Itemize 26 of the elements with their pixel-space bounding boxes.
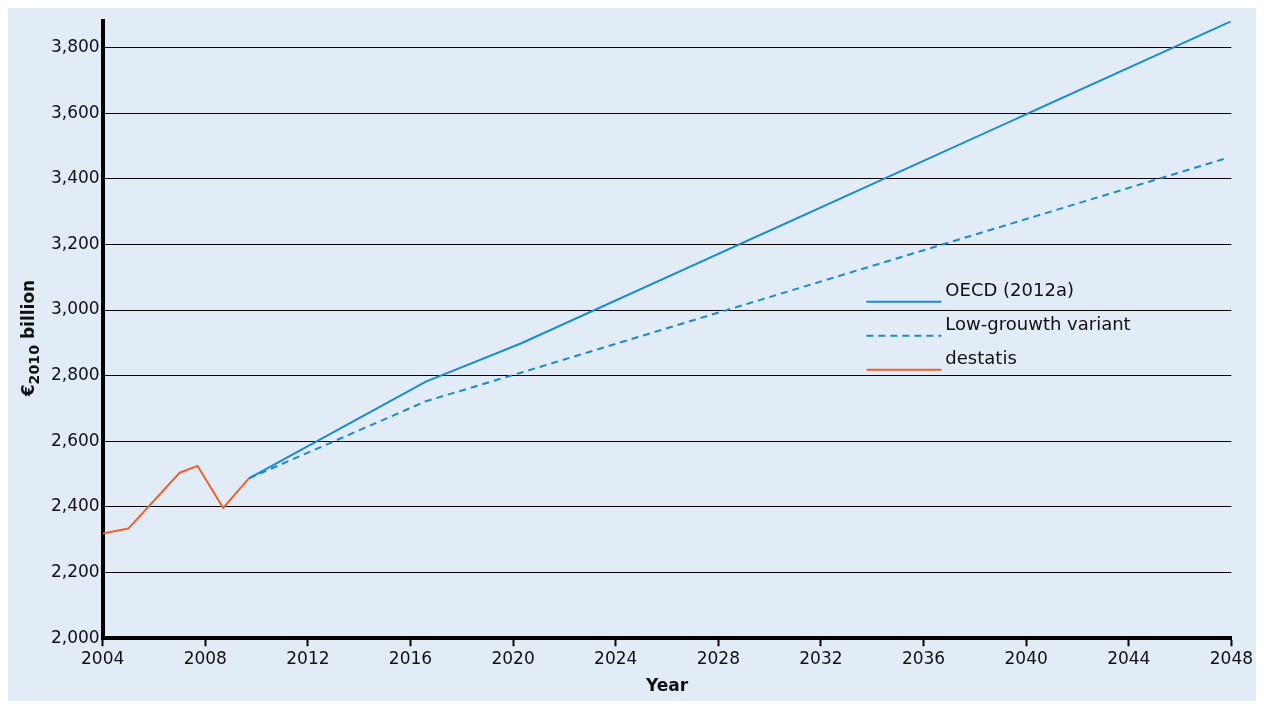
x-tick-label: 2040 — [1004, 647, 1048, 668]
x-tick-label: 2008 — [183, 647, 227, 668]
x-tick-label: 2048 — [1209, 647, 1253, 668]
y-tick-label: 3,800 — [51, 35, 100, 56]
x-tick-label: 2012 — [286, 647, 330, 668]
y-tick-label: 2,600 — [51, 429, 100, 450]
y-tick-label: 2,800 — [51, 364, 100, 385]
x-tick-label: 2032 — [799, 647, 843, 668]
y-tick-label: 3,000 — [51, 298, 100, 319]
x-tick-label: 2028 — [696, 647, 740, 668]
x-tick-label: 2044 — [1107, 647, 1151, 668]
y-tick-label: 3,600 — [51, 101, 100, 122]
legend-label: Low-grouwth variant — [945, 313, 1131, 335]
x-tick-label: 2020 — [491, 647, 535, 668]
y-tick-label: 2,000 — [51, 626, 100, 647]
y-tick-label: 3,200 — [51, 232, 100, 253]
x-tick-label: 2036 — [901, 647, 946, 668]
legend-label: destatis — [945, 347, 1017, 369]
y-tick-label: 3,400 — [51, 167, 100, 188]
y-tick-label: 2,200 — [51, 560, 100, 581]
y-tick-label: 2,400 — [51, 495, 100, 516]
x-tick-label: 2016 — [388, 647, 433, 668]
x-axis-title: Year — [644, 675, 689, 696]
x-tick-label: 2004 — [81, 647, 125, 668]
x-tick-label: 2024 — [594, 647, 638, 668]
legend-label: OECD (2012a) — [945, 279, 1074, 301]
